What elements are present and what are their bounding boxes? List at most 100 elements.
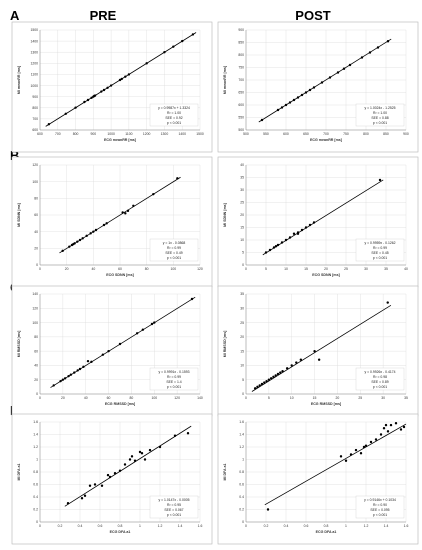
stats-box [149, 367, 199, 391]
x-tick-label: 0.6 [98, 524, 103, 528]
stats-line: p < 0.001 [167, 121, 181, 125]
y-tick-label: 1400 [30, 39, 38, 43]
y-tick-label: 1.4 [239, 433, 244, 437]
x-tick-label: 40 [84, 396, 88, 400]
data-point [288, 101, 292, 104]
data-point [394, 422, 398, 425]
data-point [66, 502, 70, 505]
data-point [276, 243, 280, 247]
data-point [265, 379, 268, 383]
data-point [285, 367, 289, 370]
y-tick-label: 850 [238, 41, 244, 45]
y-tick-label: 0.4 [33, 495, 38, 499]
x-axis-label: ECG DFA a1 [316, 530, 337, 534]
data-point [143, 458, 147, 461]
y-tick-label: 0 [242, 520, 244, 524]
data-point [173, 434, 177, 437]
data-point [100, 90, 103, 93]
x-tick-label: 0.4 [284, 524, 289, 528]
data-point [74, 106, 77, 109]
chart-panel-C-post: 0 5 10 15 20 25 30 35 0 5 10 15 20 25 30 35 ECG RMSSD [m… [217, 285, 419, 417]
data-point [304, 226, 308, 229]
y-tick-label: 0 [36, 520, 38, 524]
x-tick-label: 120 [174, 396, 180, 400]
y-tick-label: 15 [240, 349, 244, 353]
x-tick-label: 0 [245, 267, 247, 271]
stats-line: p < 0.001 [373, 513, 387, 517]
x-tick-label: 80 [130, 396, 134, 400]
x-axis-label: ECG meanRR [ms] [104, 138, 136, 142]
x-tick-label: 700 [323, 132, 329, 136]
x-tick-label: 1300 [161, 132, 169, 136]
y-tick-label: 0 [36, 392, 38, 396]
y-tick-label: 10 [240, 238, 244, 242]
data-point [312, 86, 316, 89]
panel-frame [217, 21, 419, 153]
y-tick-label: 80 [34, 197, 38, 201]
regression-line [264, 423, 407, 506]
y-axis-label: MI SDNN [ms] [17, 203, 21, 227]
chart-panel-B-post: 0 5 10 15 20 25 30 35 40 0 5 10 15 20 25 30 35 40 ECG SDNN… [217, 156, 419, 288]
data-point [120, 77, 123, 81]
x-tick-label: 1000 [107, 132, 115, 136]
stats-line: SEE = 0.88 [371, 116, 388, 120]
data-point [300, 93, 304, 97]
data-point [342, 67, 346, 70]
y-tick-label: 750 [238, 66, 244, 70]
data-point [148, 448, 152, 452]
data-point [82, 365, 85, 369]
x-tick-label: 0.2 [58, 524, 63, 528]
y-tick-label: 25 [240, 321, 244, 325]
chart-panel-D-post: 0 0.2 0.4 0.6 0.8 1 1.2 1.4 1.6 0 0.2 0.4 0.6 0.8 1 1.2… [217, 413, 419, 545]
x-axis-label: ECG meanRR [ms] [310, 138, 342, 142]
stats-line: p < 0.001 [373, 256, 387, 260]
data-point [64, 112, 67, 115]
x-axis-label: ECG SDNN [ms] [106, 273, 134, 277]
data-point [256, 385, 259, 389]
y-tick-label: 900 [238, 28, 244, 32]
data-point [264, 251, 268, 254]
stats-line: SEE = 0.067 [164, 508, 183, 512]
x-tick-label: 0.6 [304, 524, 309, 528]
y-tick-label: 40 [240, 163, 244, 167]
data-point [281, 369, 284, 373]
y-tick-label: 1.2 [239, 445, 244, 449]
data-point [83, 100, 86, 104]
x-tick-label: 20 [65, 267, 69, 271]
data-point [328, 76, 332, 79]
x-tick-label: 1.6 [198, 524, 203, 528]
x-tick-label: 140 [197, 396, 203, 400]
x-tick-label: 1100 [125, 132, 132, 136]
x-tick-label: 650 [303, 132, 309, 136]
x-tick-label: 800 [73, 132, 79, 136]
row-label-b: B [10, 148, 19, 163]
data-point [369, 440, 373, 444]
y-tick-label: 100 [32, 180, 38, 184]
y-axis-label: MI meanRR [ms] [223, 66, 227, 94]
data-point [141, 328, 145, 331]
y-tick-label: 60 [34, 349, 38, 353]
chart-panel-D-pre: 0 0.2 0.4 0.6 0.8 1 1.2 1.4 1.6 0 0.2 0.4 0.6 0.8 1 1.2… [11, 413, 213, 545]
stats-line: SEE = 1.4 [166, 380, 181, 384]
x-tick-label: 550 [263, 132, 269, 136]
y-tick-label: 700 [32, 117, 38, 121]
stats-box [355, 367, 405, 391]
stats-line: SEE = 0.92 [165, 116, 182, 120]
x-tick-label: 1.4 [178, 524, 183, 528]
data-point [93, 483, 97, 486]
data-point [274, 245, 278, 248]
x-tick-label: 0.8 [118, 524, 123, 528]
stats-line: y = 1.0024x - 1.2525 [364, 106, 395, 110]
x-tick-label: 0 [39, 524, 41, 528]
y-tick-label: 0.8 [239, 470, 244, 474]
stats-line: y = 1x - 0.0868 [163, 241, 186, 245]
stats-line: y = 0.9146x + 0.1034 [364, 498, 396, 502]
x-tick-label: 1.4 [384, 524, 389, 528]
data-point [190, 297, 194, 301]
stats-line: SEE = 0.095 [370, 508, 389, 512]
x-tick-label: 0.4 [78, 524, 83, 528]
y-tick-label: 650 [238, 91, 244, 95]
x-tick-label: 40 [404, 267, 408, 271]
data-point [276, 372, 280, 376]
